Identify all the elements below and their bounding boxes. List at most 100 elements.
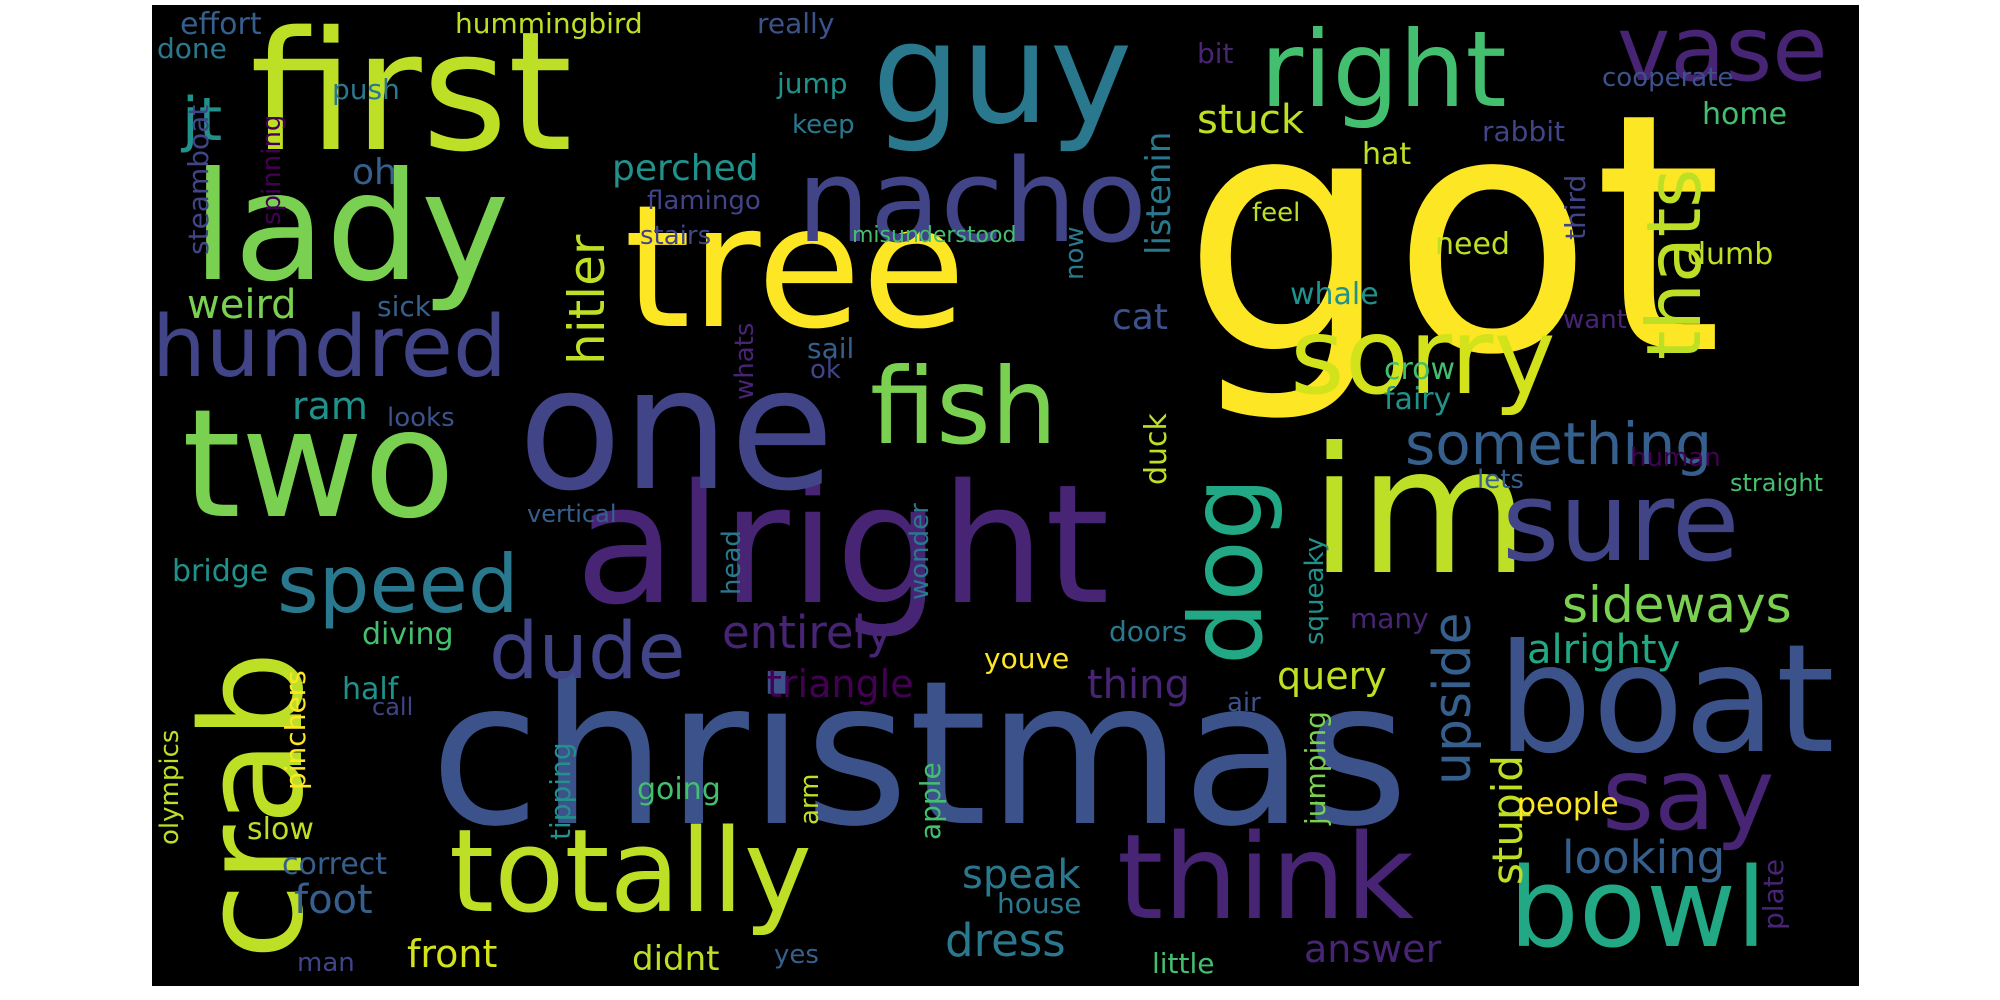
- word-lets: lets: [1477, 465, 1524, 495]
- word-tipping: tipping: [544, 742, 577, 840]
- word-sail: sail: [807, 332, 855, 365]
- word-little: little: [1152, 947, 1215, 980]
- word-alright: alright: [575, 449, 1110, 641]
- word-hummingbird: hummingbird: [455, 7, 643, 40]
- word-done: done: [157, 32, 227, 65]
- word-air: air: [1227, 688, 1261, 718]
- word-spinning: spinning: [257, 114, 287, 225]
- word-many: many: [1350, 602, 1429, 635]
- word-im: im: [1310, 411, 1530, 614]
- word-jumping: jumping: [1299, 711, 1332, 825]
- word-misunderstood: misunderstood: [852, 223, 1017, 248]
- word-sideways: sideways: [1562, 576, 1792, 634]
- word-fairy: fairy: [1384, 382, 1452, 417]
- word-call: call: [372, 693, 414, 721]
- word-duck: duck: [1139, 413, 1174, 485]
- word-boat: boat: [1497, 613, 1835, 787]
- word-dude: dude: [489, 607, 686, 697]
- word-feel: feel: [1252, 198, 1301, 228]
- word-cat: cat: [1112, 297, 1168, 338]
- word-think: think: [1117, 808, 1414, 946]
- word-whale: whale: [1290, 277, 1379, 312]
- word-got: got: [1182, 43, 1723, 427]
- word-stairs: stairs: [640, 221, 712, 251]
- word-yes: yes: [774, 940, 819, 970]
- word-jump: jump: [777, 67, 848, 100]
- word-listenin: listenin: [1139, 131, 1179, 255]
- word-wonder: wonder: [905, 503, 935, 600]
- word-two: two: [182, 378, 456, 552]
- word-doors: doors: [1109, 615, 1188, 648]
- word-human: human: [1630, 443, 1721, 473]
- word-house: house: [997, 887, 1082, 920]
- word-nacho: nacho: [797, 135, 1147, 269]
- word-something: something: [1405, 410, 1713, 478]
- word-say: say: [1602, 736, 1775, 853]
- word-keep: keep: [792, 110, 855, 140]
- word-slow: slow: [247, 812, 314, 847]
- word-stuck: stuck: [1197, 97, 1305, 143]
- word-hat: hat: [1362, 137, 1412, 172]
- word-third: third: [1559, 174, 1592, 240]
- word-man: man: [297, 948, 355, 978]
- word-one: one: [518, 331, 835, 529]
- word-lady: lady: [192, 141, 510, 315]
- word-oh: oh: [352, 152, 397, 193]
- word-dog: dog: [1168, 476, 1285, 665]
- word-foot: foot: [294, 877, 373, 923]
- word-cloud: got christmas tree first alright im one …: [152, 5, 1859, 986]
- word-hundred: hundred: [152, 298, 507, 397]
- word-steamboat: steamboat: [182, 104, 215, 255]
- word-going: going: [637, 772, 721, 807]
- word-entirely: entirely: [722, 606, 893, 659]
- word-pinchers: pinchers: [279, 670, 312, 790]
- word-head: head: [717, 530, 747, 595]
- word-olympics: olympics: [155, 729, 185, 845]
- word-sick: sick: [377, 290, 431, 323]
- word-people: people: [1517, 787, 1619, 822]
- word-want: want: [1563, 305, 1627, 335]
- word-ram: ram: [292, 384, 368, 428]
- word-rabbit: rabbit: [1482, 115, 1565, 148]
- word-looking: looking: [1562, 831, 1726, 884]
- word-hitler: hitler: [558, 234, 616, 365]
- word-really: really: [757, 7, 835, 40]
- word-upside: upside: [1423, 612, 1483, 785]
- word-sure: sure: [1502, 458, 1740, 586]
- word-first: first: [250, 5, 573, 188]
- word-plate: plate: [1757, 859, 1790, 930]
- word-bowl: bowl: [1509, 844, 1767, 972]
- word-alrighty: alrighty: [1527, 627, 1681, 673]
- word-answer: answer: [1304, 927, 1442, 971]
- word-jt: jt: [182, 85, 223, 155]
- word-front: front: [407, 932, 498, 976]
- word-diving: diving: [362, 617, 454, 652]
- word-flamingo: flamingo: [647, 186, 761, 216]
- word-right: right: [1260, 9, 1507, 131]
- word-home: home: [1702, 97, 1788, 132]
- word-apple: apple: [914, 762, 947, 840]
- word-push: push: [332, 73, 400, 106]
- word-straight: straight: [1730, 469, 1824, 497]
- word-sorry: sorry: [1290, 296, 1556, 418]
- word-thing: thing: [1087, 662, 1190, 708]
- word-bit: bit: [1197, 37, 1234, 70]
- word-fish: fish: [870, 346, 1058, 468]
- word-tree: tree: [624, 169, 966, 367]
- word-correct: correct: [282, 847, 388, 882]
- word-whats: whats: [730, 322, 760, 400]
- word-query: query: [1277, 654, 1387, 698]
- word-dumb: dumb: [1687, 237, 1774, 272]
- word-triangle: triangle: [767, 662, 914, 706]
- word-squeaky: squeaky: [1300, 537, 1330, 645]
- word-didnt: didnt: [632, 939, 720, 979]
- word-vertical: vertical: [527, 500, 617, 528]
- word-ok: ok: [810, 355, 841, 385]
- word-perched: perched: [612, 148, 759, 189]
- word-christmas: christmas: [430, 638, 1409, 871]
- word-speak: speak: [962, 852, 1081, 898]
- word-effort: effort: [180, 7, 262, 42]
- word-guy: guy: [872, 5, 1133, 156]
- word-vase: vase: [1617, 5, 1828, 102]
- word-crow: crow: [1384, 352, 1456, 387]
